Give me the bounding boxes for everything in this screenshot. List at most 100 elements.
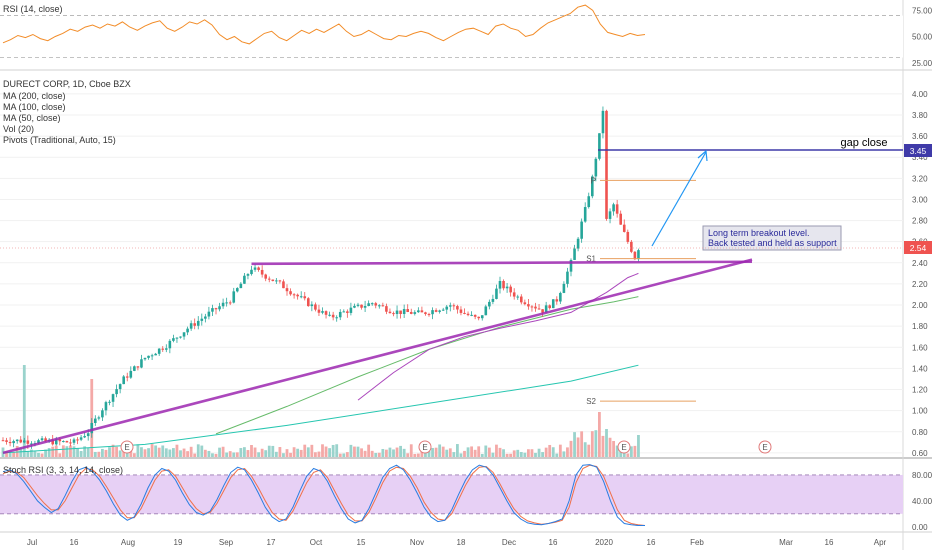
candle-body[interactable] (463, 312, 466, 314)
candle-body[interactable] (314, 304, 317, 310)
candle-body[interactable] (172, 338, 175, 341)
candle-body[interactable] (413, 312, 417, 314)
indicator-ma50[interactable]: MA (50, close) (3, 113, 61, 123)
candle-body[interactable] (179, 336, 182, 338)
candle-body[interactable] (143, 357, 147, 360)
earnings-marker-icon[interactable] (120, 440, 134, 454)
candle-body[interactable] (633, 251, 637, 260)
candle-body[interactable] (509, 286, 512, 293)
candle-body[interactable] (104, 402, 108, 411)
candle-body[interactable] (399, 310, 402, 315)
candle-body[interactable] (608, 211, 612, 219)
candle-body[interactable] (562, 283, 566, 293)
candle-body[interactable] (470, 314, 473, 316)
candle-body[interactable] (232, 291, 236, 303)
candle-body[interactable] (1, 440, 5, 442)
candle-body[interactable] (147, 355, 150, 358)
candle-body[interactable] (271, 279, 275, 282)
candle-body[interactable] (54, 439, 58, 445)
rsi-line[interactable] (2, 4, 646, 45)
candle-body[interactable] (118, 384, 122, 390)
candle-body[interactable] (512, 292, 516, 297)
candle-body[interactable] (438, 310, 441, 312)
candle-body[interactable] (250, 269, 253, 275)
earnings-marker-icon[interactable] (418, 440, 432, 454)
candle-body[interactable] (189, 323, 193, 329)
candle-body[interactable] (342, 311, 346, 313)
candle-body[interactable] (420, 310, 424, 313)
candle-body[interactable] (346, 311, 349, 313)
candle-body[interactable] (449, 305, 452, 307)
candle-body[interactable] (598, 133, 601, 159)
candle-body[interactable] (370, 303, 374, 305)
ma100-line[interactable] (215, 296, 639, 435)
candle-body[interactable] (378, 305, 381, 307)
candle-body[interactable] (434, 310, 438, 312)
candle-body[interactable] (62, 441, 65, 443)
candle-body[interactable] (452, 305, 456, 307)
candle-body[interactable] (338, 311, 342, 318)
indicator-volume[interactable]: Vol (20) (3, 124, 34, 134)
candle-body[interactable] (573, 248, 576, 260)
candle-body[interactable] (367, 303, 370, 307)
candle-body[interactable] (303, 296, 307, 299)
candle-body[interactable] (591, 176, 594, 197)
candle-body[interactable] (175, 337, 179, 339)
candle-body[interactable] (133, 366, 136, 371)
candle-body[interactable] (622, 224, 626, 232)
candle-body[interactable] (115, 389, 118, 395)
candle-body[interactable] (154, 353, 157, 356)
candle-body[interactable] (456, 306, 459, 310)
breakout-callout-box[interactable] (702, 225, 842, 251)
candle-body[interactable] (69, 442, 72, 444)
stoch-d-line[interactable] (2, 464, 646, 526)
candle-body[interactable] (204, 316, 207, 319)
candle-body[interactable] (200, 318, 204, 321)
candle-body[interactable] (253, 267, 257, 270)
candle-body[interactable] (97, 417, 101, 419)
candle-body[interactable] (619, 213, 622, 225)
candle-body[interactable] (239, 283, 243, 289)
candle-body[interactable] (140, 359, 143, 368)
candle-body[interactable] (537, 308, 541, 310)
candle-body[interactable] (360, 304, 363, 308)
candle-body[interactable] (630, 241, 633, 252)
indicator-ma100[interactable]: MA (100, close) (3, 102, 66, 112)
candle-body[interactable] (523, 302, 527, 305)
candle-body[interactable] (111, 394, 115, 402)
candle-body[interactable] (122, 376, 125, 385)
candle-body[interactable] (491, 298, 495, 302)
candle-body[interactable] (15, 439, 19, 442)
candle-body[interactable] (44, 438, 47, 442)
earnings-marker-icon[interactable] (758, 440, 772, 454)
candle-body[interactable] (83, 436, 86, 438)
candle-body[interactable] (264, 274, 267, 279)
candle-body[interactable] (566, 271, 569, 284)
candle-body[interactable] (193, 323, 196, 326)
candle-body[interactable] (363, 306, 367, 308)
candle-body[interactable] (161, 348, 165, 350)
candle-body[interactable] (548, 305, 551, 309)
candle-body[interactable] (402, 309, 406, 315)
candle-body[interactable] (615, 204, 619, 214)
candle-body[interactable] (392, 313, 395, 315)
candle-body[interactable] (23, 440, 26, 443)
candle-body[interactable] (569, 259, 573, 272)
candle-body[interactable] (594, 158, 598, 177)
symbol-label[interactable]: DURECT CORP, 1D, Cboe BZX (3, 79, 131, 89)
candle-body[interactable] (37, 440, 40, 444)
candle-body[interactable] (527, 304, 530, 307)
candle-body[interactable] (488, 301, 491, 307)
indicator-ma200[interactable]: MA (200, close) (3, 91, 66, 101)
candle-body[interactable] (601, 110, 605, 134)
candle-body[interactable] (424, 312, 427, 315)
candle-body[interactable] (58, 439, 62, 442)
candle-body[interactable] (278, 280, 282, 282)
candle-body[interactable] (441, 309, 445, 311)
candle-body[interactable] (211, 308, 214, 312)
candle-body[interactable] (65, 441, 69, 443)
candle-body[interactable] (12, 441, 15, 444)
stoch-k-line[interactable] (2, 464, 645, 526)
candle-body[interactable] (86, 433, 90, 437)
candle-body[interactable] (168, 340, 172, 349)
